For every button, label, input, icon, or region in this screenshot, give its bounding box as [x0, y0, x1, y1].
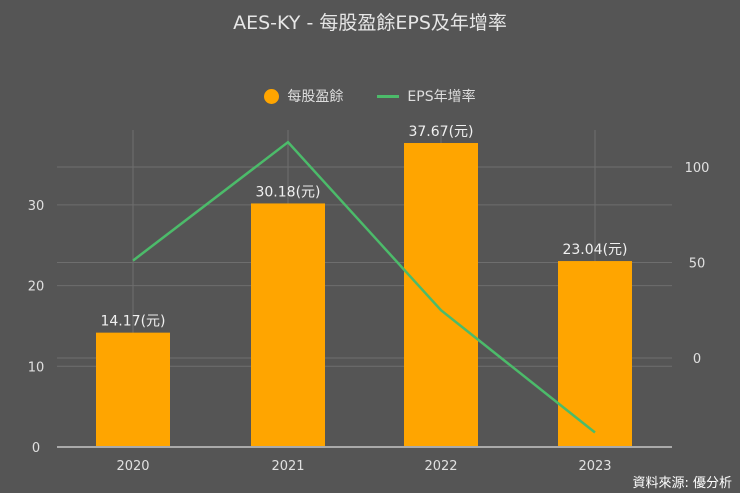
legend-label: 每股盈餘 — [287, 89, 344, 105]
legend-item-growth[interactable]: EPS年增率 — [377, 86, 476, 106]
x-axis-tick: 2022 — [424, 459, 457, 474]
bar-value-label: 30.18(元) — [255, 184, 320, 200]
right-axis-tick: 0 — [693, 352, 701, 367]
bar-series — [57, 143, 672, 448]
source-note: 資料來源: 優分析 — [632, 476, 732, 491]
legend: 每股盈餘 EPS年增率 — [0, 86, 740, 106]
growth-line[interactable] — [132, 140, 596, 434]
left-axis-tick: 0 — [32, 441, 40, 456]
x-axis-tick: 2023 — [578, 459, 611, 474]
bar[interactable] — [558, 261, 632, 447]
right-axis-tick: 100 — [685, 161, 710, 176]
right-axis-tick: 50 — [689, 257, 706, 272]
bar[interactable] — [96, 332, 170, 447]
left-axis-tick: 30 — [28, 199, 45, 214]
bar[interactable] — [404, 143, 478, 447]
x-axis-tick: 2020 — [116, 459, 149, 474]
legend-item-eps[interactable]: 每股盈餘 — [264, 86, 343, 106]
bar-value-label: 37.67(元) — [408, 124, 473, 140]
x-axis-tick: 2021 — [271, 459, 304, 474]
axis-labels: 0 10 20 30 0 50 100 14.17(元) 30.18(元) 37.67(元) 23.… — [28, 124, 710, 474]
chart-title: AES-KY - 每股盈餘EPS及年增率 — [233, 12, 507, 34]
line-series — [132, 140, 596, 434]
circle-marker-icon — [264, 88, 280, 104]
bar-value-label: 14.17(元) — [100, 314, 165, 330]
legend-label: EPS年增率 — [407, 89, 476, 105]
left-axis-tick: 10 — [28, 360, 45, 375]
bar[interactable] — [251, 203, 325, 447]
line-marker-icon — [377, 94, 400, 98]
bar-value-label: 23.04(元) — [562, 242, 627, 258]
left-axis-tick: 20 — [28, 280, 45, 295]
